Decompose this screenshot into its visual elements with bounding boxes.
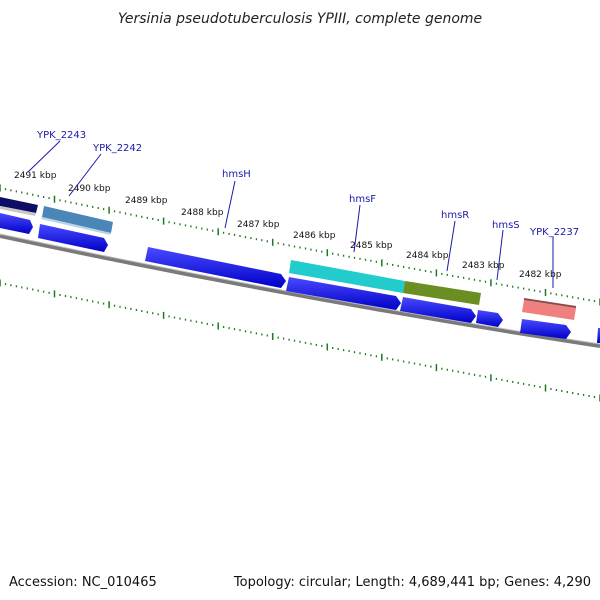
gene-label-hmsS: hmsS <box>492 220 520 231</box>
kbp-labels: 2491 kbp 2490 kbp 2489 kbp 2488 kbp 2487… <box>14 171 562 280</box>
accession-text: Accession: NC_010465 <box>9 575 157 590</box>
kbp-label: 2491 kbp <box>14 171 57 181</box>
kbp-label: 2488 kbp <box>181 208 224 218</box>
feature-hmsF <box>289 260 405 293</box>
cds-arrow-3 <box>145 247 286 288</box>
gene-leader-lines <box>27 140 554 288</box>
kbp-label: 2486 kbp <box>293 231 336 241</box>
kbp-label: 2489 kbp <box>125 196 168 206</box>
kbp-label: 2485 kbp <box>350 241 393 251</box>
cds-arrow-1 <box>0 213 33 234</box>
kbp-label: 2483 kbp <box>462 261 505 271</box>
gene-label-ypk2243: YPK_2243 <box>36 130 86 141</box>
feature-ypk2242 <box>41 206 113 235</box>
cds-arrow-4 <box>286 277 401 310</box>
cds-arrow-5 <box>400 297 476 323</box>
kbp-label: 2490 kbp <box>68 184 111 194</box>
cds-arrow-2 <box>38 224 108 252</box>
gene-label-ypk2237: YPK_2237 <box>529 227 579 238</box>
lower-scale-track <box>0 279 600 402</box>
kbp-label: 2484 kbp <box>406 251 449 261</box>
map-title: Yersinia pseudotuberculosis YPIII, compl… <box>118 11 482 27</box>
genome-backbone-highlight <box>0 233 600 345</box>
genome-backbone <box>0 234 600 348</box>
cds-arrow-6 <box>476 310 503 327</box>
feature-hmsR <box>403 281 481 305</box>
cds-arrow-7 <box>520 319 571 339</box>
upper-scale-track <box>0 184 600 306</box>
kbp-label: 2487 kbp <box>237 220 280 230</box>
kbp-label: 2482 kbp <box>519 270 562 280</box>
feature-ypk2237 <box>522 298 576 320</box>
gene-label-ypk2242: YPK_2242 <box>92 143 142 154</box>
gene-labels: YPK_2243 YPK_2242 hmsH hmsF hmsR hmsS YP… <box>36 130 579 238</box>
gene-label-hmsF: hmsF <box>349 194 376 205</box>
gene-label-hmsH: hmsH <box>222 169 251 180</box>
gene-label-hmsR: hmsR <box>441 210 469 221</box>
feature-ypk2243 <box>0 197 38 216</box>
genome-summary-text: Topology: circular; Length: 4,689,441 bp… <box>233 575 591 590</box>
cds-arrow-8 <box>597 328 600 343</box>
